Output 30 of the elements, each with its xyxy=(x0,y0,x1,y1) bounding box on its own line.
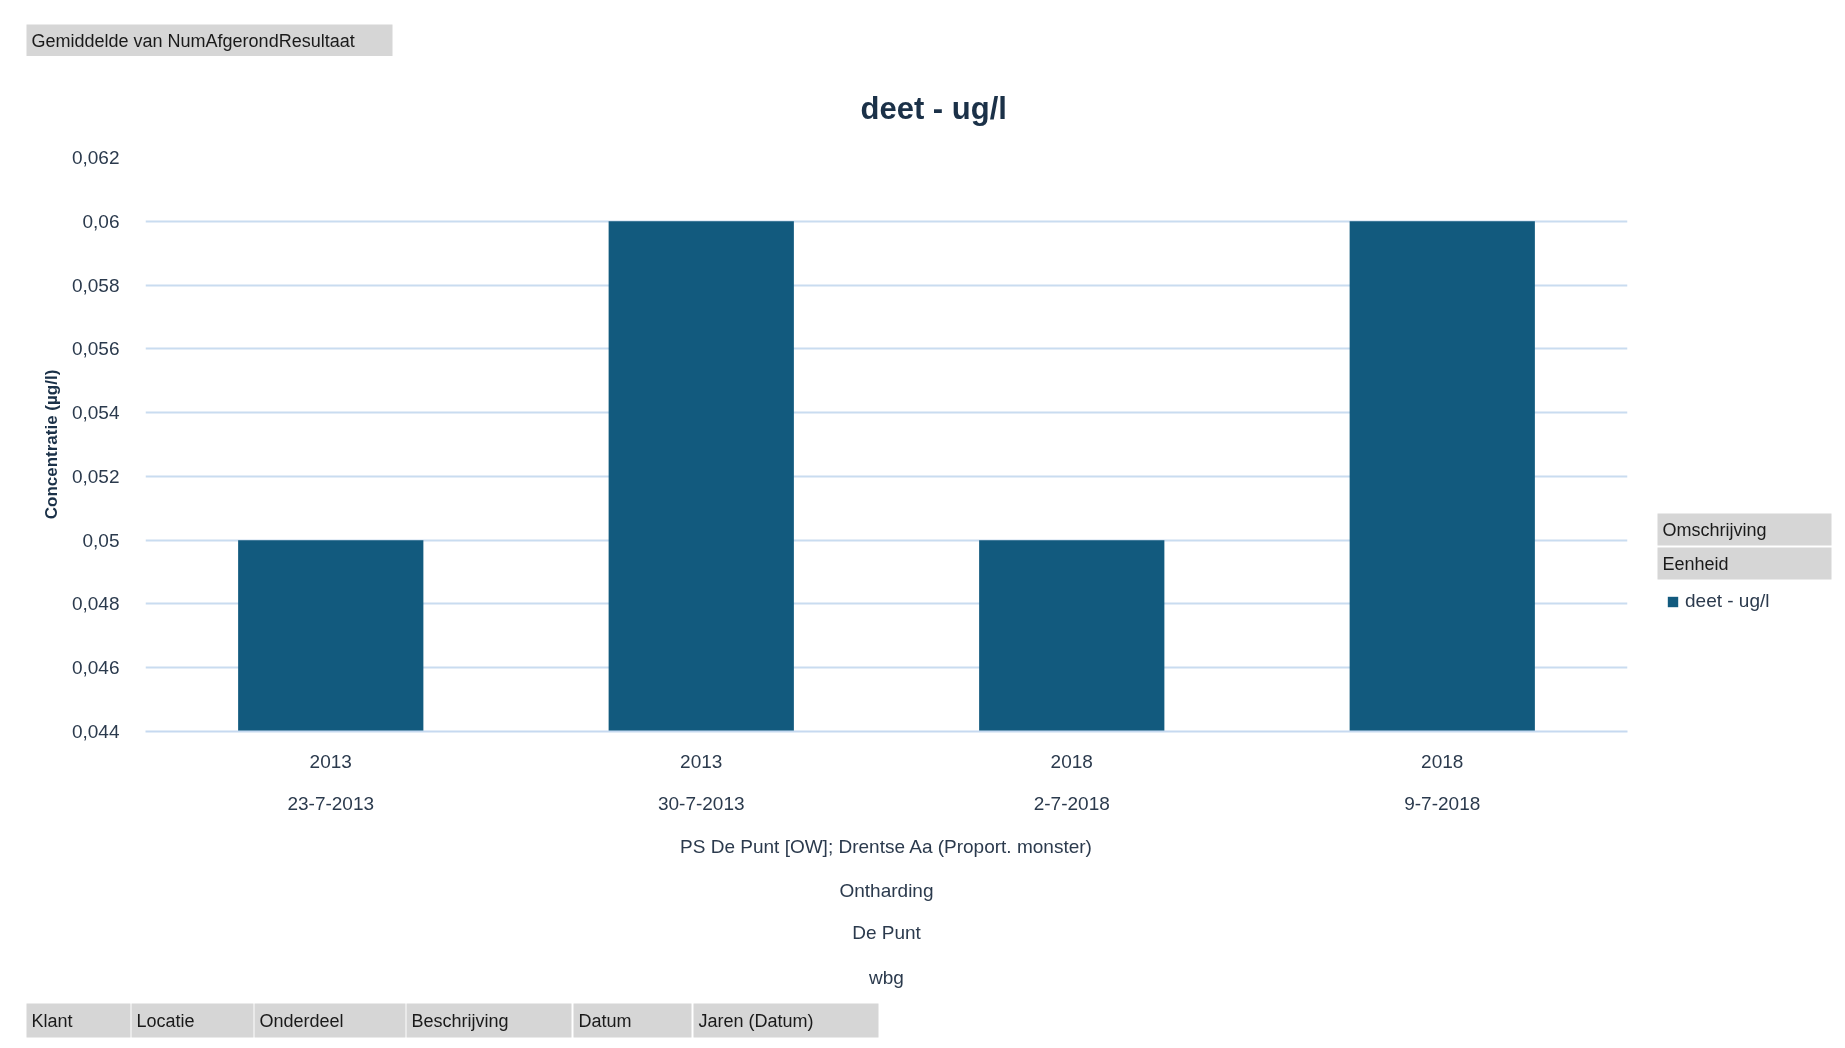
y-tick-label: 0,054 xyxy=(71,402,120,424)
x-tick-label: 2018 2-7-2018 xyxy=(1033,750,1110,814)
text: Beschrijving xyxy=(411,1010,509,1031)
y-tick-label: 0,06 xyxy=(82,210,120,232)
text: De Punt xyxy=(852,922,922,943)
text: Omschrijving xyxy=(1662,519,1767,540)
y-tick-label: 0,058 xyxy=(71,274,120,296)
y-tick-label: 0,05 xyxy=(82,529,120,551)
y-tick-label: 0,044 xyxy=(71,721,120,742)
y-axis-title: Concentratie (µg/l) xyxy=(41,369,61,520)
chart-title: deet - ug/l xyxy=(860,90,1007,126)
text: Locatie xyxy=(136,1010,195,1031)
text: Datum xyxy=(578,1010,632,1031)
x-tick-label: 2018 9-7-2018 xyxy=(1404,750,1481,814)
y-tick-label: 0,056 xyxy=(71,338,120,360)
text: Ontharding xyxy=(839,880,934,901)
legend-label: deet - ug/l xyxy=(1685,590,1770,612)
y-tick-label: 0,048 xyxy=(71,593,120,615)
y-tick-label: 0,052 xyxy=(71,465,120,487)
x-tick-label: 2013 30-7-2013 xyxy=(657,750,745,814)
text: Klant xyxy=(31,1010,73,1031)
text: Eenheid xyxy=(1662,553,1729,574)
y-tick-label: 0,046 xyxy=(71,657,120,679)
y-tick-label: 0,062 xyxy=(71,147,120,168)
text: Jaren (Datum) xyxy=(698,1010,814,1031)
text: PS De Punt [OW]; Drentse Aa (Proport. monster) xyxy=(680,836,1092,857)
text: Onderdeel xyxy=(259,1010,344,1031)
text: wbg xyxy=(868,967,904,988)
x-tick-label: 2013 23-7-2013 xyxy=(287,750,375,814)
text: Gemiddelde van NumAfgerondResultaat xyxy=(31,30,355,51)
